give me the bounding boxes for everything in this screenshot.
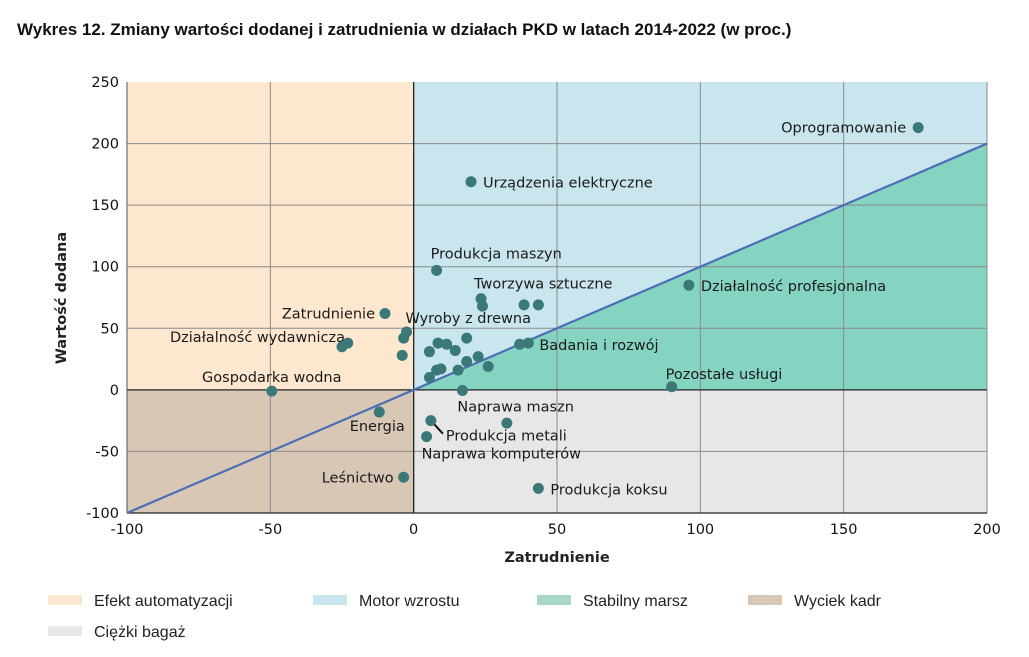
x-tick-label: -50 (258, 522, 282, 538)
point-label: Naprawa maszn (457, 399, 574, 415)
y-tick-label: 0 (110, 383, 119, 399)
legend-label: Ciężki bagaż (94, 624, 186, 641)
x-tick-label: -100 (111, 522, 144, 538)
point-label: Tworzywa sztuczne (473, 277, 613, 293)
data-point (532, 482, 544, 494)
data-point (472, 351, 484, 363)
data-point (379, 308, 391, 320)
point-label: Urządzenia elektryczne (483, 176, 653, 192)
x-tick-label: 100 (686, 522, 714, 538)
point-label: Zatrudnienie (282, 307, 375, 323)
point-label: Pozostałe usługi (666, 367, 783, 383)
point-label: Produkcja maszyn (431, 246, 562, 262)
data-point (441, 338, 453, 350)
legend-swatch (48, 595, 82, 605)
data-point (666, 381, 678, 393)
data-point (423, 346, 435, 358)
data-point (452, 364, 464, 376)
x-axis-label: Zatrudnienie (504, 550, 610, 566)
data-point (432, 337, 444, 349)
data-point (461, 332, 473, 344)
data-point (398, 332, 410, 344)
data-point (532, 299, 544, 311)
data-point (266, 385, 278, 397)
y-tick-label: 200 (91, 137, 119, 153)
data-point (514, 338, 526, 350)
data-point (421, 431, 433, 443)
data-point (461, 356, 473, 368)
y-tick-label: -100 (86, 506, 119, 522)
point-label: Badania i rozwój (539, 338, 658, 354)
data-point (449, 344, 461, 356)
legend-swatch (48, 626, 82, 636)
data-point (396, 349, 408, 361)
data-points: Oprogramowanie Urządzenia elektryczne Prod… (170, 121, 924, 498)
data-point (912, 122, 924, 134)
point-label: Działalność profesjonalna (701, 279, 886, 295)
reference-line (126, 142, 988, 515)
data-point (465, 176, 477, 188)
x-tick-label: 150 (830, 522, 858, 538)
y-tick-label: 250 (91, 75, 119, 91)
chart-title: Wykres 12. Zmiany wartości dodanej i zat… (17, 20, 791, 39)
legend-label: Wyciek kadr (794, 593, 882, 610)
y-tick-label: -50 (95, 444, 119, 460)
point-label: Produkcja koksu (550, 482, 667, 498)
axis-ticks: -100 -50 0 50 100 150 200 -100 -50 0 50 100 150 200 25… (86, 75, 1001, 538)
point-label: Wyroby z drewna (406, 311, 532, 327)
data-point (425, 415, 437, 427)
point-label: Gospodarka wodna (202, 370, 341, 386)
point-label: Oprogramowanie (781, 121, 906, 137)
data-point (482, 360, 494, 372)
data-point (423, 372, 435, 384)
x-tick-label: 0 (409, 522, 418, 538)
data-point (522, 337, 534, 349)
legend-swatch (313, 595, 347, 605)
point-label: Działalność wydawnicza (170, 330, 345, 346)
data-point (501, 417, 513, 429)
point-label: Produkcja metali (446, 429, 567, 445)
data-point (398, 471, 410, 483)
y-tick-label: 50 (101, 321, 119, 337)
y-tick-label: 100 (91, 260, 119, 276)
data-point (456, 384, 468, 396)
legend-label: Efekt automatyzacji (94, 593, 233, 610)
point-label: Naprawa komputerów (422, 447, 582, 463)
data-point (431, 264, 443, 276)
legend-swatch (748, 595, 782, 605)
y-tick-label: 150 (91, 198, 119, 214)
legend-swatch (537, 595, 571, 605)
data-point (435, 363, 447, 375)
data-point (683, 279, 695, 291)
data-point (518, 299, 530, 311)
legend-label: Stabilny marsz (583, 593, 688, 610)
x-tick-label: 50 (548, 522, 566, 538)
data-point (342, 337, 354, 349)
x-tick-label: 200 (973, 522, 1001, 538)
diagonal-line (126, 142, 988, 515)
point-label: Energia (350, 419, 405, 435)
legend-label: Motor wzrostu (359, 593, 459, 610)
y-axis-label: Wartość dodana (54, 232, 70, 364)
data-point (476, 300, 488, 312)
point-label: Leśnictwo (322, 470, 394, 486)
legend: Efekt automatyzacji Motor wzrostu Stabilny… (48, 593, 882, 641)
data-point (373, 406, 385, 418)
